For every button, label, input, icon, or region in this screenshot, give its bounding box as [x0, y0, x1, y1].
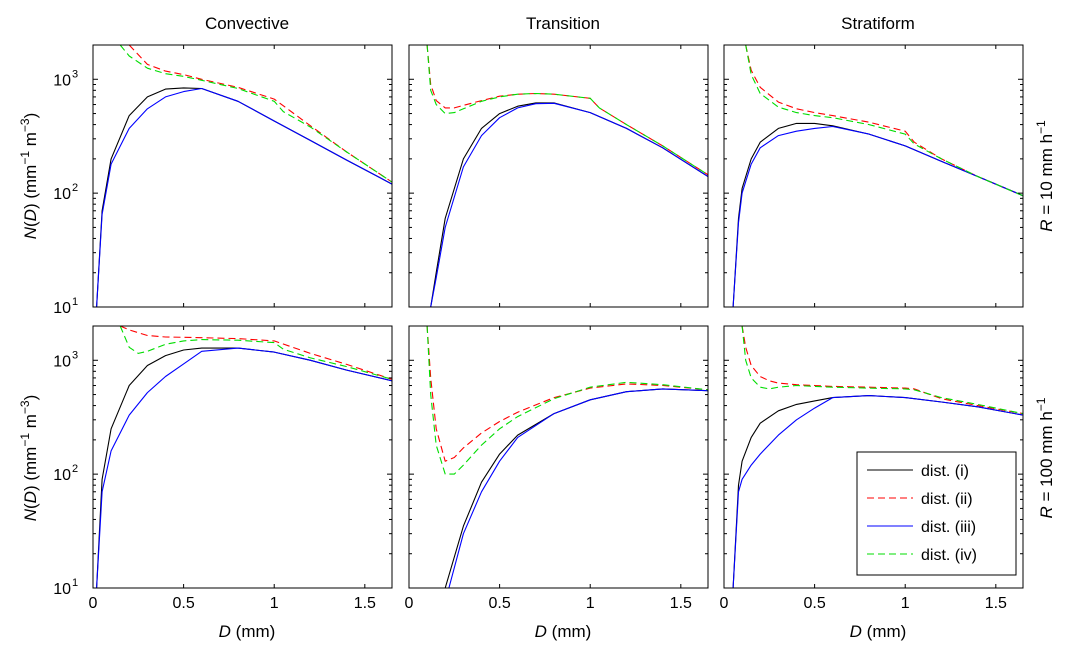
- series-line-distii: [426, 45, 708, 176]
- legend-label: dist. (iv): [921, 547, 977, 564]
- y-tick-label: 10: [53, 467, 71, 484]
- y-tick-label: 10: [53, 581, 71, 598]
- axes-frame: [92, 44, 393, 308]
- panel-stratiform-r100: 0 0.5 1 1.5: [720, 325, 1024, 612]
- series-line-distii: [119, 326, 392, 380]
- row-label-r10: R = 10 mm h−1: [1034, 120, 1056, 232]
- y-tick-label: 10: [53, 300, 71, 317]
- series-line-disti: [96, 347, 392, 588]
- axes-frame: [723, 325, 1024, 589]
- y-axis-label-bottom: N(D) (mm−1 m−3): [18, 395, 40, 522]
- x-axis-label-convective: D (mm): [219, 622, 276, 641]
- series-group: [96, 45, 392, 307]
- series-line-distiii: [96, 347, 392, 588]
- series-line-distiv: [741, 326, 1023, 415]
- x-tick-label: 1.5: [670, 595, 692, 612]
- series-group: [732, 45, 1023, 307]
- column-title-convective: Convective: [205, 14, 289, 33]
- y-tick-label-exponent: 2: [72, 463, 78, 475]
- column-title-transition: Transition: [526, 14, 600, 33]
- series-group: [96, 326, 392, 588]
- column-title-stratiform: Stratiform: [841, 14, 915, 33]
- series-line-distiii: [430, 102, 708, 307]
- series-line-distiv: [426, 326, 708, 475]
- x-axis-label-stratiform: D (mm): [850, 622, 907, 641]
- legend-label: dist. (iii): [921, 519, 976, 536]
- y-axis-label-top: N(D) (mm−1 m−3): [18, 113, 40, 240]
- series-line-distii: [741, 326, 1023, 415]
- series-line-disti: [444, 388, 708, 588]
- series-line-distiii: [732, 395, 1023, 588]
- x-tick-label: 1: [586, 595, 595, 612]
- series-line-distiii: [448, 388, 708, 588]
- series-line-distii: [745, 45, 1023, 197]
- x-axis-label-transition: D (mm): [535, 622, 592, 641]
- x-tick-label: 0.5: [803, 595, 825, 612]
- series-line-disti: [96, 87, 392, 307]
- x-tick-label: 1: [270, 595, 279, 612]
- panel-transition-r10: [408, 44, 709, 308]
- series-line-distiv: [119, 326, 392, 380]
- series-line-disti: [732, 122, 1023, 307]
- axes-frame: [408, 325, 709, 589]
- x-tick-label: 0: [405, 595, 414, 612]
- panels: 10 110 210 30 0.5 1 1.510 110 210 30 0.5 1 1.5 0 0.5 1 1…: [53, 44, 1024, 612]
- series-group: [426, 326, 708, 588]
- series-line-disti: [430, 102, 708, 307]
- y-tick-label: 10: [53, 72, 71, 89]
- series-line-distiii: [732, 125, 1023, 307]
- axes-frame: [92, 325, 393, 589]
- row-label-r100: R = 100 mm h−1: [1034, 397, 1056, 518]
- x-tick-label: 1.5: [985, 595, 1007, 612]
- legend-label: dist. (ii): [921, 491, 973, 508]
- series-group: [426, 45, 708, 307]
- axes-frame: [408, 44, 709, 308]
- y-tick-label-exponent: 3: [72, 68, 78, 80]
- panel-stratiform-r10: [723, 44, 1024, 308]
- axes-frame: [723, 44, 1024, 308]
- y-tick-label-exponent: 3: [72, 349, 78, 361]
- x-tick-label: 0.5: [172, 595, 194, 612]
- y-tick-label-exponent: 1: [72, 296, 78, 308]
- series-line-distii: [426, 326, 708, 462]
- x-tick-label: 0: [89, 595, 98, 612]
- y-tick-label: 10: [53, 353, 71, 370]
- series-line-distiv: [426, 45, 708, 176]
- y-tick-label: 10: [53, 186, 71, 203]
- series-line-distiv: [745, 45, 1023, 197]
- legend: dist. (i) dist. (ii) dist. (iii) dist. (iv): [856, 451, 1017, 576]
- x-tick-label: 1.5: [354, 595, 376, 612]
- x-tick-label: 0: [720, 595, 729, 612]
- series-line-distiii: [96, 87, 392, 307]
- y-tick-label-exponent: 1: [72, 577, 78, 589]
- x-tick-label: 1: [901, 595, 910, 612]
- y-tick-label-exponent: 2: [72, 182, 78, 194]
- series-group: [732, 326, 1023, 588]
- x-tick-label: 0.5: [488, 595, 510, 612]
- series-line-distiv: [119, 45, 392, 183]
- panel-transition-r100: 0 0.5 1 1.5: [405, 325, 709, 612]
- legend-label: dist. (i): [921, 463, 969, 480]
